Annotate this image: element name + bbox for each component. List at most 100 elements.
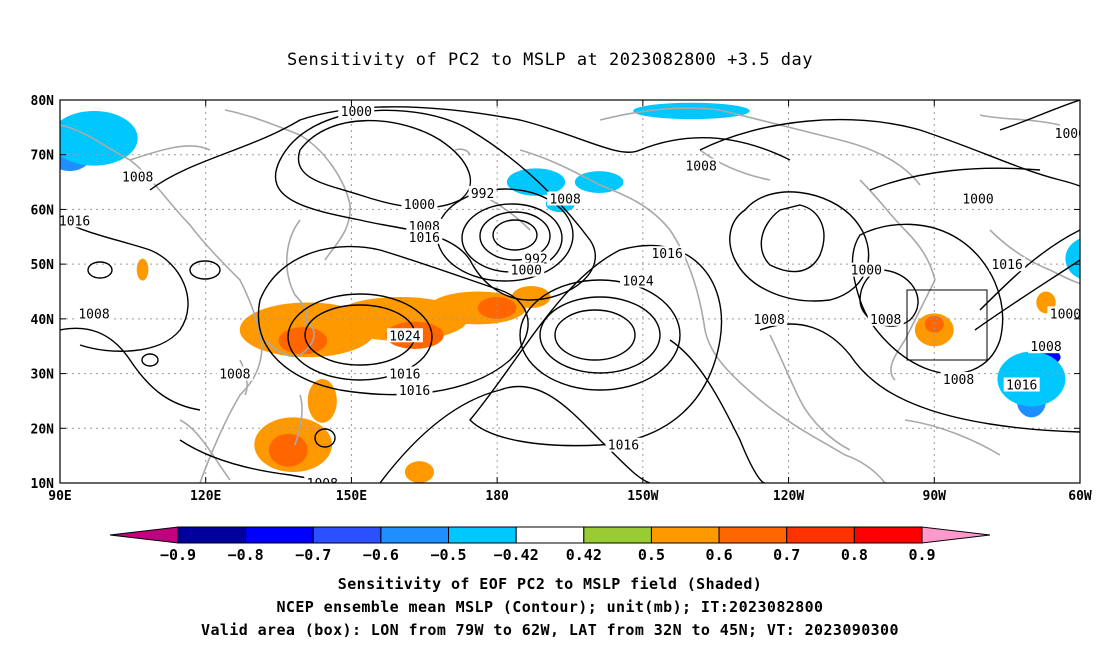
x-tick-label: 120E bbox=[190, 489, 221, 504]
colorbar-swatch bbox=[380, 526, 450, 544]
contour-label: 1008 bbox=[943, 373, 974, 388]
colorbar-label: 0.5 bbox=[638, 546, 665, 564]
contour-label: 1000 bbox=[511, 264, 542, 279]
contour-label: 1016 bbox=[399, 384, 430, 399]
colorbar-label: 0.8 bbox=[841, 546, 868, 564]
contour-label: 1016 bbox=[608, 439, 639, 454]
colorbar-label: −0.5 bbox=[430, 546, 466, 564]
shaded-region bbox=[278, 327, 328, 355]
contour-label: 1008 bbox=[78, 307, 109, 322]
contour-label: 1000 bbox=[404, 198, 435, 213]
x-tick-label: 90W bbox=[923, 489, 947, 504]
colorbar-label: −0.7 bbox=[295, 546, 331, 564]
shaded-region bbox=[511, 286, 551, 308]
shaded-region bbox=[60, 110, 138, 166]
shaded-region bbox=[136, 258, 149, 281]
x-tick-label: 90E bbox=[48, 489, 71, 504]
contour-label: 1024 bbox=[622, 275, 653, 290]
contour-label: 1008 bbox=[122, 171, 153, 186]
contour-label: 1016 bbox=[59, 214, 90, 229]
contour-label-bg bbox=[1003, 377, 1040, 392]
contour-label-bg bbox=[960, 191, 996, 206]
valid-area-box bbox=[906, 289, 988, 361]
colorbar-swatch bbox=[583, 526, 652, 544]
contour-label-bg bbox=[401, 196, 438, 211]
contour-label-bg bbox=[76, 306, 112, 321]
y-tick-label: 30N bbox=[31, 368, 55, 383]
caption-line-3: Valid area (box): LON from 79W to 62W, L… bbox=[201, 621, 899, 639]
colorbar-swatch bbox=[515, 526, 585, 544]
shaded-region bbox=[477, 296, 517, 319]
contour-label: 1016 bbox=[1006, 379, 1037, 394]
contour-label-bg bbox=[216, 366, 253, 381]
colorbar-label: −0.9 bbox=[160, 546, 196, 564]
colorbar-swatch bbox=[177, 526, 247, 544]
y-tick-label: 10N bbox=[31, 477, 55, 492]
contour-label-bg bbox=[386, 366, 423, 381]
contour-label: 1016 bbox=[651, 247, 682, 262]
contour-label: 1008 bbox=[219, 368, 250, 383]
contour-label-bg bbox=[1047, 306, 1080, 321]
contour-label: 1000 bbox=[1050, 307, 1081, 322]
plot-title: Sensitivity of PC2 to MSLP at 2023082800… bbox=[286, 50, 813, 70]
grid-lines bbox=[60, 100, 1080, 483]
contour-label-bg bbox=[867, 311, 904, 326]
mslp-contours bbox=[60, 100, 1080, 483]
contour-label-bg bbox=[406, 218, 443, 233]
contour-label-bg bbox=[649, 246, 686, 261]
colorbar-swatch bbox=[650, 526, 720, 544]
colorbar-label: 0.7 bbox=[773, 546, 800, 564]
shaded-region bbox=[1065, 238, 1080, 279]
contour-label-bg bbox=[751, 311, 788, 326]
contour-label-bg bbox=[119, 169, 156, 184]
shaded-region bbox=[506, 168, 566, 196]
contour-label-bg bbox=[620, 273, 656, 288]
shaded-region bbox=[574, 171, 624, 194]
contour-label: 1000 bbox=[1055, 127, 1086, 142]
x-tick-label: 120W bbox=[773, 489, 804, 504]
y-tick-label: 80N bbox=[31, 94, 55, 109]
contour-label: 1000 bbox=[341, 105, 372, 120]
y-tick-label: 20N bbox=[31, 422, 55, 437]
colorbar-swatch bbox=[786, 526, 855, 544]
contour-label: 1000 bbox=[962, 192, 993, 207]
contour-label: 1008 bbox=[1030, 340, 1061, 355]
x-tick-label: 150E bbox=[336, 489, 367, 504]
x-tick-label: 180 bbox=[485, 489, 509, 504]
y-tick-label: 50N bbox=[31, 258, 55, 273]
sensitivity-map: 1000100810169921000100810161008100899210… bbox=[31, 94, 1092, 564]
contour-label: 1008 bbox=[753, 313, 784, 328]
colorbar-arrow-right bbox=[921, 526, 991, 544]
x-tick-label: 150W bbox=[627, 489, 658, 504]
contour-label-bg bbox=[60, 213, 93, 228]
contour-label-bg bbox=[508, 262, 545, 277]
contour-label-bg bbox=[1028, 339, 1064, 354]
colorbar-arrow-left bbox=[109, 526, 179, 544]
shaded-region bbox=[633, 102, 750, 120]
contour-label-bg bbox=[547, 191, 584, 206]
contour-label-bg bbox=[940, 372, 977, 387]
contour-label: 1008 bbox=[685, 160, 716, 175]
contour-label-bg bbox=[468, 186, 497, 201]
colorbar-label: −0.6 bbox=[363, 546, 399, 564]
colorbar-label: −0.42 bbox=[494, 546, 539, 564]
contour-label: 1016 bbox=[991, 258, 1022, 273]
shaded-region bbox=[404, 461, 434, 483]
contour-label: 1008 bbox=[549, 192, 580, 207]
colorbar-label: −0.8 bbox=[228, 546, 264, 564]
shaded-region bbox=[268, 433, 308, 467]
contour-label-bg bbox=[605, 437, 642, 452]
contour-label: 1008 bbox=[870, 313, 901, 328]
contour-label-bg bbox=[396, 382, 433, 397]
colorbar-swatch bbox=[245, 526, 314, 544]
contour-label-bg bbox=[386, 328, 423, 343]
contour-label: 1000 bbox=[851, 264, 882, 279]
contour-label: 1008 bbox=[307, 477, 338, 492]
contour-label-bg bbox=[1052, 125, 1080, 140]
x-tick-label: 60W bbox=[1068, 489, 1092, 504]
caption-line-2: NCEP ensemble mean MSLP (Contour); unit(… bbox=[276, 598, 824, 616]
y-tick-label: 60N bbox=[31, 203, 55, 218]
y-tick-label: 70N bbox=[31, 149, 55, 164]
colorbar-swatch bbox=[312, 526, 382, 544]
contour-label-bg bbox=[522, 251, 550, 266]
